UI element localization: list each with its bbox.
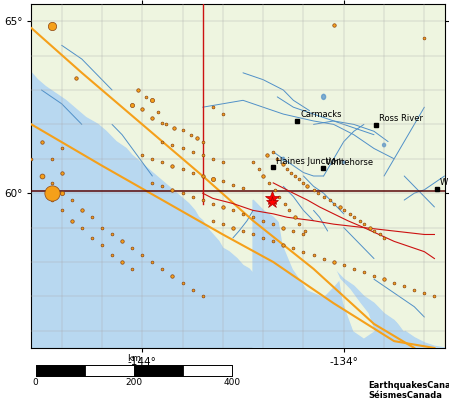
Text: EarthquakesCanada: EarthquakesCanada — [368, 381, 449, 390]
Polygon shape — [388, 290, 408, 331]
Polygon shape — [279, 221, 334, 296]
Ellipse shape — [321, 94, 326, 100]
Polygon shape — [293, 228, 320, 269]
Ellipse shape — [383, 143, 386, 147]
Polygon shape — [313, 245, 340, 286]
Text: W: W — [440, 178, 448, 187]
Text: SéismesCanada: SéismesCanada — [368, 391, 442, 400]
Polygon shape — [253, 200, 445, 348]
Polygon shape — [31, 4, 445, 348]
Text: Whitehorse: Whitehorse — [326, 158, 374, 167]
Ellipse shape — [282, 157, 285, 160]
Text: Haines Junction: Haines Junction — [276, 157, 342, 166]
Text: Carmacks: Carmacks — [300, 110, 342, 119]
Polygon shape — [31, 73, 445, 348]
Polygon shape — [360, 245, 378, 286]
Ellipse shape — [343, 161, 345, 164]
Polygon shape — [340, 279, 374, 338]
Text: Ross River: Ross River — [379, 114, 423, 123]
